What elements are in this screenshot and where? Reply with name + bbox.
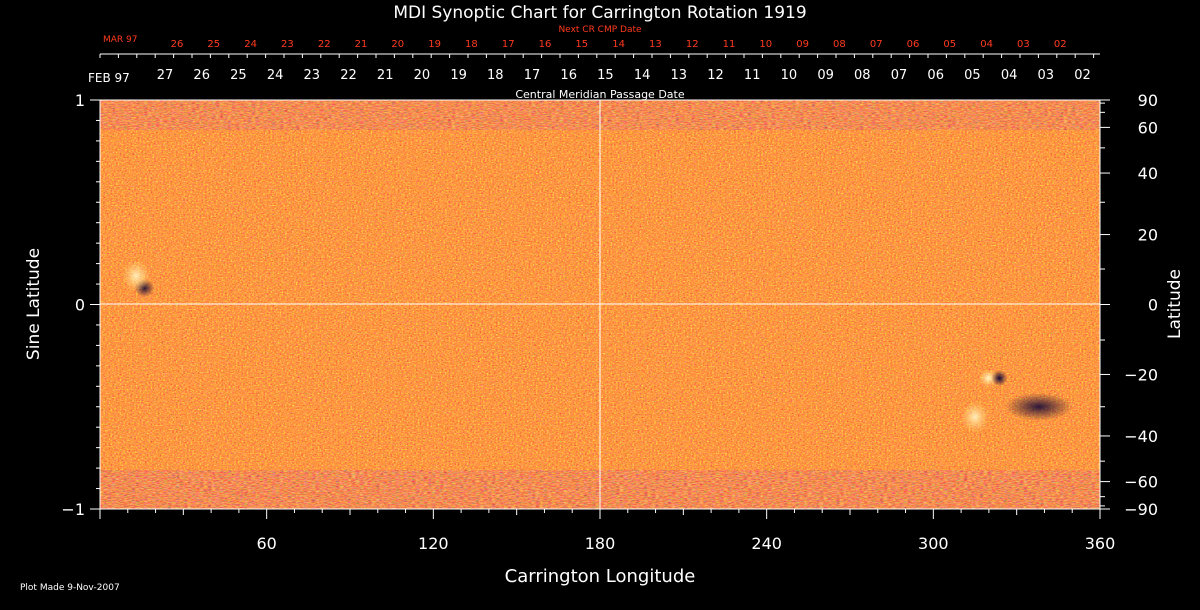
next-day-label: 07 [870, 39, 883, 50]
x-tick-label: 60 [256, 534, 276, 553]
next-day-label: 13 [649, 39, 662, 50]
right-tick-label: −60 [1124, 473, 1158, 492]
right-tick-label: 0 [1148, 296, 1158, 315]
next-day-label: 11 [723, 39, 736, 50]
next-day-label: 08 [833, 39, 846, 50]
next-day-label: 17 [502, 39, 515, 50]
cmp-day-label: 18 [487, 68, 504, 83]
right-tick-label: 40 [1138, 164, 1158, 183]
x-tick-label: 180 [585, 534, 616, 553]
feature-positive [122, 259, 151, 292]
left-tick-label: −1 [61, 500, 85, 519]
cmp-day-label: 06 [927, 68, 944, 83]
next-day-label: 20 [391, 39, 404, 50]
next-day-label: 06 [907, 39, 920, 50]
plot-made-note: Plot Made 9-Nov-2007 [20, 583, 120, 593]
x-tick-label: 360 [1085, 534, 1116, 553]
cmp-day-label: 20 [414, 68, 431, 83]
next-day-label: 10 [759, 39, 772, 50]
next-month-label: MAR 97 [103, 35, 138, 45]
cmp-day-label: 12 [707, 68, 724, 83]
cmp-day-label: 22 [340, 68, 357, 83]
next-day-label: 25 [207, 39, 220, 50]
next-axis-caption: Next CR CMP Date [558, 25, 642, 35]
next-day-label: 26 [171, 39, 184, 50]
right-tick-label: −90 [1124, 500, 1158, 519]
right-tick-label: 20 [1138, 226, 1158, 245]
feature-negative [1004, 392, 1073, 421]
cmp-day-label: 24 [267, 68, 284, 83]
cmp-day-label: 02 [1074, 68, 1091, 83]
cmp-day-label: 15 [597, 68, 614, 83]
next-day-label: 16 [539, 39, 552, 50]
cmp-day-label: 04 [1001, 68, 1018, 83]
left-axis-label: Sine Latitude [24, 248, 44, 360]
right-axis-label: Latitude [1165, 269, 1185, 339]
next-day-label: 12 [686, 39, 699, 50]
next-day-label: 24 [244, 39, 257, 50]
cmp-day-label: 17 [524, 68, 541, 83]
next-day-label: 02 [1054, 39, 1067, 50]
next-day-label: 21 [355, 39, 368, 50]
chart-title: MDI Synoptic Chart for Carrington Rotati… [393, 3, 806, 23]
cmp-month-label: FEB 97 [88, 71, 130, 85]
next-day-label: 18 [465, 39, 478, 50]
feature-positive [961, 400, 989, 433]
right-tick-label: 60 [1138, 118, 1158, 137]
next-day-label: 19 [428, 39, 441, 50]
next-day-label: 23 [281, 39, 294, 50]
cmp-day-label: 03 [1038, 68, 1055, 83]
next-day-label: 14 [612, 39, 625, 50]
right-tick-label: −20 [1124, 365, 1158, 384]
next-day-label: 04 [980, 39, 993, 50]
cmp-day-label: 08 [854, 68, 871, 83]
magnetogram-map [99, 99, 1101, 510]
cmp-day-label: 10 [781, 68, 798, 83]
next-day-label: 03 [1017, 39, 1030, 50]
next-cr-date-axis: 26 25 24 23 22 21 20 19 18 17 16 15 14 13 12 11 10 09 08 07… [99, 25, 1100, 58]
right-axis: 90 60 40 20 0 −20 −40 −60 −90 [1100, 91, 1158, 519]
cmp-axis-caption: Central Meridian Passage Date [515, 88, 684, 101]
right-tick-label: 90 [1138, 91, 1158, 110]
x-tick-label: 240 [751, 534, 782, 553]
left-tick-label: 1 [75, 91, 85, 110]
next-day-label: 15 [575, 39, 588, 50]
x-axis-label: Carrington Longitude [505, 566, 696, 587]
x-tick-label: 120 [418, 534, 449, 553]
cmp-day-label: 14 [634, 68, 651, 83]
x-axis: 60 120 180 240 300 360 [99, 509, 1116, 553]
cmp-day-label: 27 [157, 68, 174, 83]
cmp-day-label: 11 [744, 68, 761, 83]
cmp-date-axis: 27 26 25 24 23 22 21 20 19 18 17 16 15 14 13 12 11 10 09 08… [88, 68, 1091, 101]
cmp-day-label: 26 [193, 68, 210, 83]
next-day-label: 22 [318, 39, 331, 50]
cmp-day-label: 19 [450, 68, 467, 83]
next-day-label: 05 [943, 39, 956, 50]
cmp-day-label: 21 [377, 68, 394, 83]
left-axis: 1 0 −1 [61, 91, 100, 519]
x-tick-label: 300 [918, 534, 949, 553]
cmp-day-label: 07 [891, 68, 908, 83]
cmp-day-label: 16 [560, 68, 577, 83]
feature-negative [991, 370, 1008, 387]
next-day-label: 09 [796, 39, 809, 50]
right-tick-label: −40 [1124, 427, 1158, 446]
cmp-day-label: 09 [817, 68, 834, 83]
cmp-day-label: 13 [671, 68, 688, 83]
cmp-day-label: 05 [964, 68, 981, 83]
cmp-day-label: 25 [230, 68, 247, 83]
cmp-day-label: 23 [304, 68, 321, 83]
left-tick-label: 0 [75, 296, 85, 315]
